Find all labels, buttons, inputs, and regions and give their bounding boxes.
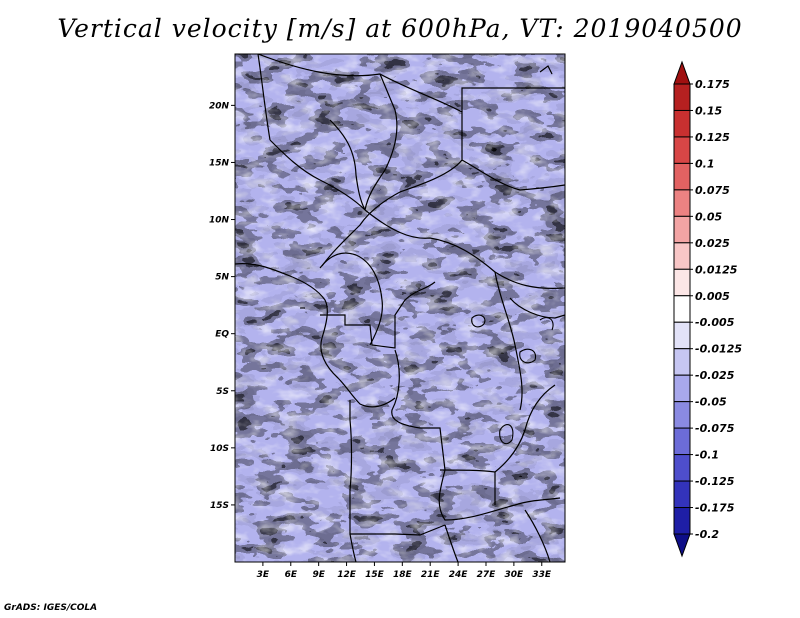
colorbar-segment <box>673 480 691 509</box>
lat-tick-label: 15S <box>210 501 229 511</box>
colorbar-segment <box>673 454 691 482</box>
colorbar-label: -0.005 <box>695 316 735 329</box>
grads-credit: GrADS: IGES/COLA <box>4 603 98 613</box>
colorbar-label: -0.2 <box>695 528 719 541</box>
lon-tick-label: 18E <box>393 570 413 580</box>
colorbar-segment <box>673 109 691 138</box>
colorbar-segment <box>673 215 691 244</box>
lon-tick-label: 24E <box>449 570 469 580</box>
lat-tick-label: 5N <box>215 273 229 283</box>
lon-tick-label: 21E <box>421 570 441 580</box>
lat-tick-label: 10N <box>209 216 230 226</box>
plot-title: Vertical velocity [m/s] at 600hPa, VT: 2… <box>57 14 743 43</box>
colorbar-segment <box>673 533 691 558</box>
lat-tick-label: 10S <box>210 444 229 454</box>
colorbar-label: -0.1 <box>695 449 719 462</box>
colorbar-label: -0.05 <box>695 396 727 409</box>
colorbar-segment <box>673 60 691 85</box>
lon-tick-label: 30E <box>505 570 525 580</box>
colorbar-label: -0.025 <box>695 369 735 382</box>
colorbar-label: -0.175 <box>695 502 735 515</box>
colorbar-label: 0.075 <box>695 184 730 197</box>
colorbar-segment <box>673 295 691 323</box>
lon-tick-label: 9E <box>312 570 325 580</box>
colorbar-label: 0.175 <box>695 78 730 91</box>
colorbar: 0.175 0.15 0.125 0.1 0.075 0.05 0.025 0.0125 0.0… <box>673 60 742 558</box>
colorbar-segment <box>673 374 691 403</box>
lat-tick-label: EQ <box>215 330 229 340</box>
lon-tick-label: 12E <box>337 570 357 580</box>
colorbar-segment <box>673 321 691 350</box>
lon-tick-label: 3E <box>257 570 270 580</box>
lat-tick-label: 5S <box>216 387 229 397</box>
colorbar-segment <box>673 401 691 429</box>
lat-tick-label: 20N <box>209 101 230 111</box>
lon-tick-label: 33E <box>532 570 552 580</box>
colorbar-label: 0.0125 <box>695 263 738 276</box>
velocity-field <box>235 54 565 562</box>
colorbar-label: -0.125 <box>695 475 735 488</box>
colorbar-segment <box>673 83 691 111</box>
colorbar-segment <box>673 507 691 535</box>
longitude-axis: 3E 6E 9E 12E 15E 18E 21E 24E 27E 30E 33E <box>257 562 552 580</box>
lat-tick-label: 15N <box>209 158 230 168</box>
colorbar-label: -0.075 <box>695 422 735 435</box>
colorbar-label: 0.005 <box>695 290 730 303</box>
colorbar-label: 0.125 <box>695 131 730 144</box>
colorbar-label: 0.15 <box>695 104 722 117</box>
lakes <box>300 307 554 445</box>
colorbar-label: -0.0125 <box>695 343 742 356</box>
colorbar-segment <box>673 348 691 376</box>
lon-tick-label: 6E <box>285 570 298 580</box>
map-frame <box>234 53 566 563</box>
colorbar-segment <box>673 136 691 164</box>
colorbar-label: 0.025 <box>695 237 730 250</box>
colorbar-segment <box>673 268 691 297</box>
lon-tick-label: 27E <box>477 570 497 580</box>
latitude-axis: 20N 15N 10N 5N EQ 5S 10S 15S <box>209 101 235 511</box>
colorbar-label: 0.05 <box>695 210 722 223</box>
colorbar-segment <box>673 162 691 191</box>
colorbar-segment <box>673 427 691 456</box>
colorbar-label: 0.1 <box>695 157 715 170</box>
lon-tick-label: 15E <box>365 570 385 580</box>
colorbar-segment <box>673 242 691 270</box>
colorbar-segment <box>673 189 691 217</box>
country-borders <box>235 54 565 562</box>
